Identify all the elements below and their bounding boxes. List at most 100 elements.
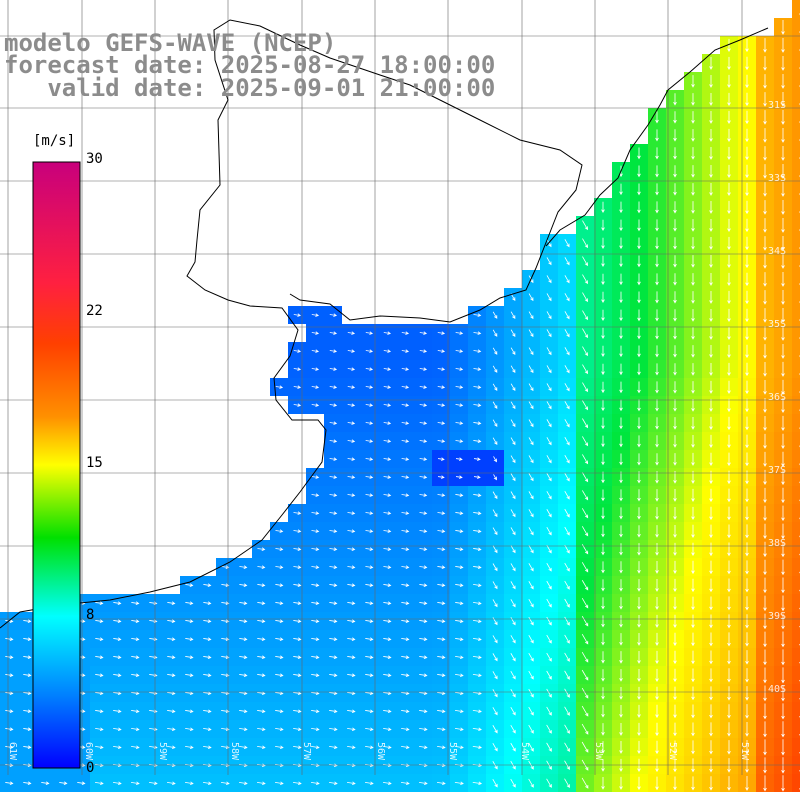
- wind-arrow: [582, 274, 588, 285]
- wind-arrow: [510, 329, 516, 338]
- wind-arrow: [619, 651, 623, 664]
- model-title: modelo GEFS-WAVE (NCEP): [4, 29, 337, 57]
- wind-arrow: [673, 363, 677, 376]
- wind-arrow: [763, 739, 767, 756]
- wind-arrow: [419, 547, 428, 551]
- wind-arrow: [582, 382, 588, 393]
- wind-arrow: [347, 691, 356, 695]
- wind-arrow: [437, 565, 446, 569]
- wind-arrow: [293, 385, 302, 389]
- wind-arrow: [673, 255, 677, 268]
- wind-arrow: [275, 529, 284, 533]
- wind-arrow: [781, 721, 785, 738]
- wind-arrow: [564, 365, 570, 374]
- wind-arrow: [709, 218, 713, 232]
- wind-arrow: [709, 308, 713, 322]
- wind-arrow: [455, 421, 464, 425]
- wind-arrow: [257, 601, 266, 605]
- wind-arrow: [383, 673, 392, 677]
- wind-arrow: [492, 743, 498, 752]
- wind-arrow: [528, 545, 534, 554]
- wind-arrow: [745, 272, 749, 287]
- wind-arrow: [528, 365, 534, 374]
- lat-label: 40S: [768, 684, 787, 695]
- wind-arrow: [673, 632, 677, 647]
- wind-arrow: [293, 529, 302, 533]
- wind-arrow: [763, 290, 767, 305]
- wind-arrow: [473, 403, 482, 407]
- wind-arrow: [528, 742, 534, 752]
- wind-arrow: [510, 688, 516, 698]
- wind-cell: [792, 504, 800, 522]
- wind-arrow: [763, 559, 767, 576]
- wind-arrow: [546, 652, 552, 662]
- wind-arrow: [673, 147, 677, 160]
- wind-arrow: [673, 686, 677, 701]
- wind-arrow: [239, 655, 248, 659]
- wind-arrow: [763, 703, 767, 720]
- wind-arrow: [763, 595, 767, 612]
- wind-arrow: [492, 383, 498, 391]
- wind-arrow: [709, 596, 713, 611]
- wind-arrow: [437, 619, 446, 623]
- lon-label: 60W: [83, 742, 94, 761]
- wind-cell: [792, 72, 800, 90]
- wind-arrow: [113, 691, 122, 695]
- lat-label: 35S: [768, 319, 787, 330]
- wind-arrow: [581, 615, 589, 627]
- wind-arrow: [709, 686, 713, 701]
- wind-arrow: [781, 289, 785, 305]
- wind-cell: [792, 540, 800, 558]
- wind-arrow: [781, 703, 785, 720]
- wind-arrow: [727, 524, 731, 539]
- wind-arrow: [546, 598, 552, 608]
- wind-arrow: [691, 524, 695, 539]
- wind-arrow: [763, 487, 767, 503]
- wind-arrow: [383, 601, 392, 605]
- wind-arrow: [401, 691, 410, 695]
- wind-arrow: [745, 488, 749, 503]
- wind-arrow: [221, 637, 230, 641]
- wind-arrow: [691, 219, 695, 232]
- wind-arrow: [619, 507, 623, 520]
- wind-arrow: [185, 583, 194, 587]
- wind-arrow: [131, 745, 140, 749]
- wind-arrow: [311, 655, 320, 659]
- wind-arrow: [275, 565, 284, 569]
- wind-arrow: [564, 580, 570, 590]
- wind-arrow: [709, 524, 713, 539]
- wind-arrow: [383, 709, 392, 713]
- wind-arrow: [347, 475, 356, 479]
- wind-arrow: [275, 745, 284, 749]
- wind-arrow: [581, 669, 589, 681]
- wind-arrow: [221, 565, 230, 569]
- wind-arrow: [655, 381, 659, 394]
- wind-arrow: [581, 508, 589, 519]
- wind-arrow: [329, 511, 338, 515]
- wind-arrow: [781, 523, 785, 540]
- wind-arrow: [473, 457, 481, 461]
- wind-arrow: [383, 493, 392, 497]
- wind-arrow: [239, 583, 248, 587]
- wind-arrow: [293, 655, 302, 659]
- wind-arrow: [383, 349, 392, 353]
- wind-arrow: [419, 565, 428, 569]
- wind-arrow: [709, 722, 713, 737]
- wind-arrow: [655, 776, 659, 791]
- wind-arrow: [673, 129, 677, 142]
- wind-arrow: [709, 668, 713, 683]
- wind-arrow: [637, 237, 641, 250]
- wind-arrow: [673, 183, 677, 196]
- wind-arrow: [691, 129, 695, 142]
- wind-arrow: [709, 362, 713, 376]
- wind-arrow: [510, 545, 516, 554]
- wind-arrow: [637, 453, 641, 466]
- wind-arrow: [473, 421, 482, 425]
- wind-arrow: [311, 709, 320, 713]
- colorbar-tick-22: 22: [86, 303, 103, 319]
- wind-arrow: [781, 649, 785, 666]
- lon-label: 56W: [375, 742, 386, 761]
- wind-arrow: [454, 745, 464, 750]
- wind-arrow: [419, 349, 428, 353]
- colorbar-tick-15: 15: [86, 455, 103, 471]
